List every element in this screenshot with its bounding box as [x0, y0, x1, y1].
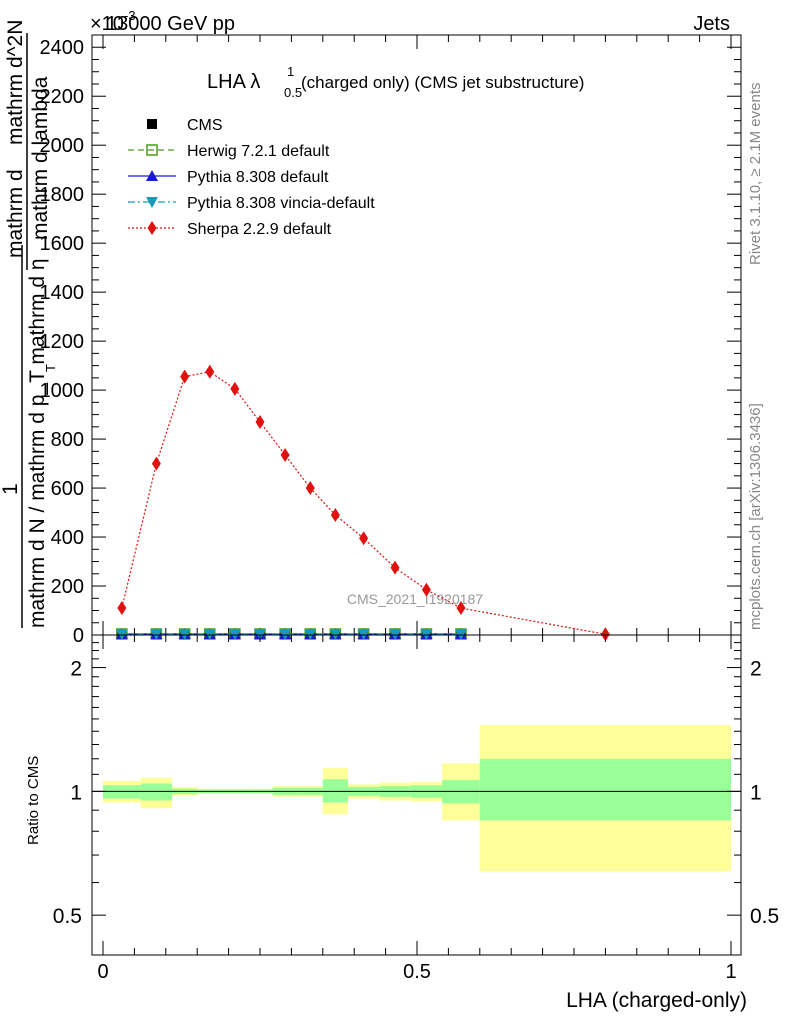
- data-point-sherpa-2-2-9-default: [600, 627, 610, 642]
- legend-marker: [146, 197, 158, 208]
- legend-entry-sherpa-2-2-9-default: Sherpa 2.2.9 default: [128, 221, 332, 238]
- ratio-bands-layer: [103, 724, 731, 872]
- main-y-tick-label: 2000: [40, 135, 85, 157]
- x-tick-label: 1: [725, 961, 736, 983]
- data-point-sherpa-2-2-9-default: [151, 456, 161, 471]
- data-point-sherpa-2-2-9-default: [330, 508, 340, 522]
- legend-marker: [147, 221, 157, 235]
- chart-title-suffix: (charged only) (CMS jet substructure): [301, 73, 584, 92]
- y-label-extra-bottom: mathrm d^2N: [4, 20, 27, 145]
- ratio-y-tick-label-right: 0.5: [750, 905, 779, 928]
- exponent-label: ×10: [90, 13, 124, 35]
- legend-label: CMS: [187, 117, 223, 134]
- legend-label: Pythia 8.308 vincia-default: [187, 195, 375, 212]
- x-axis-label: LHA (charged-only): [566, 989, 747, 1012]
- chart-title-sub: 0.5: [284, 85, 302, 100]
- main-y-label: mathrm d mathrm d^2N mathrm d lambda T 1…: [0, 20, 58, 628]
- data-point-sherpa-2-2-9-default: [255, 414, 265, 429]
- legend-entry-pythia-8-308-default: Pythia 8.308 default: [128, 169, 329, 186]
- data-point-sherpa-2-2-9-default: [359, 531, 369, 546]
- y-label-extra-sub: T: [43, 364, 58, 372]
- legend-marker: [147, 119, 157, 129]
- data-point-sherpa-2-2-9-default: [180, 369, 190, 384]
- y-label-denominator: mathrm d N / mathrm d p_T mathrm d η: [26, 258, 49, 628]
- series-sherpa-2-2-9-default: [117, 364, 610, 642]
- legend-label: Pythia 8.308 default: [187, 169, 329, 186]
- y-label-extra-middle: mathrm d lambda: [29, 76, 52, 240]
- data-point-sherpa-2-2-9-default: [390, 560, 400, 575]
- ratio-y-tick-label: 2: [70, 658, 82, 681]
- ratio-y-tick-label-right: 2: [750, 658, 762, 681]
- main-y-tick-label: 0: [73, 625, 84, 647]
- energy-label: 13000 GeV pp: [106, 13, 235, 35]
- main-y-tick-label: 1200: [40, 331, 85, 353]
- chart-title: LHA λ 1 0.5 (charged only) (CMS jet subs…: [207, 64, 584, 100]
- main-y-ticks: 0 200 400 600 800 1000 1200 1400 1600 1800 2000 220…: [40, 37, 741, 647]
- legend-entry-herwig-7-2-1-default: Herwig 7.2.1 default: [128, 143, 330, 160]
- legend-label: Sherpa 2.2.9 default: [187, 221, 332, 238]
- data-point-sherpa-2-2-9-default: [305, 481, 315, 496]
- legend-marker: [146, 144, 158, 156]
- chart-title-sup: 1: [287, 64, 294, 79]
- main-y-tick-label: 600: [51, 478, 84, 500]
- exponent-power: -3: [124, 8, 136, 23]
- data-point-sherpa-2-2-9-default: [205, 364, 215, 379]
- ratio-y-ticks: 0.5 0.5 1 1 2 2: [53, 642, 779, 928]
- ratio-y-label: Ratio to CMS: [25, 756, 42, 845]
- series-line-sherpa-2-2-9-default: [121, 371, 606, 635]
- watermark: CMS_2021_I1920187: [347, 591, 483, 607]
- ratio-x-ticks: 0 0.5 1: [97, 635, 737, 983]
- x-tick-label: 0.5: [403, 961, 431, 983]
- ratio-inner-band-bin: [103, 785, 141, 799]
- data-point-sherpa-2-2-9-default: [230, 381, 240, 396]
- main-y-tick-label: 1600: [40, 233, 85, 255]
- main-plot: 0 200 400 600 800 1000 1200 1400 1600 1800 2000 220…: [40, 34, 742, 647]
- mcplots-label: mcplots.cern.ch [arXiv:1306.3436]: [747, 403, 764, 630]
- data-point-sherpa-2-2-9-default: [421, 582, 431, 597]
- legend-label: Herwig 7.2.1 default: [187, 143, 330, 160]
- main-y-tick-label: 1800: [40, 184, 85, 206]
- main-y-tick-label: 400: [51, 527, 84, 549]
- y-label-numerator: 1: [0, 483, 22, 495]
- main-y-tick-label: 200: [51, 576, 84, 598]
- rivet-label: Rivet 3.1.10, ≥ 2.1M events: [747, 83, 764, 266]
- main-series-layer: [115, 364, 610, 642]
- data-point-sherpa-2-2-9-default: [117, 601, 127, 616]
- legend-entry-pythia-8-308-vincia-default: Pythia 8.308 vincia-default: [128, 195, 375, 212]
- x-tick-label: 0: [97, 961, 108, 983]
- data-point-sherpa-2-2-9-default: [456, 601, 466, 616]
- main-y-tick-label: 2200: [40, 86, 85, 108]
- ratio-inner-band-bin: [479, 758, 731, 821]
- ratio-y-tick-label-right: 1: [750, 781, 762, 804]
- y-label-extra-top: mathrm d: [4, 169, 27, 258]
- main-y-tick-label: 1400: [40, 282, 85, 304]
- main-y-tick-label: 2400: [40, 37, 85, 59]
- chart-title-prefix: LHA λ: [207, 71, 260, 93]
- ratio-inner-band-bin: [140, 783, 173, 801]
- main-y-tick-label: 1000: [40, 380, 85, 402]
- ratio-inner-band-bin: [322, 779, 348, 803]
- legend-marker: [146, 170, 158, 181]
- legend-entry-cms: CMS: [147, 117, 223, 134]
- ratio-plot: 0.5 0.51 12 2 0 0.5 1 Ratio to CMS LHA (charg…: [25, 634, 779, 1012]
- data-point-sherpa-2-2-9-default: [280, 448, 290, 462]
- process-label: Jets: [693, 13, 730, 35]
- ratio-y-tick-label: 0.5: [53, 905, 82, 928]
- main-y-tick-label: 800: [51, 429, 84, 451]
- ratio-y-tick-label: 1: [70, 781, 82, 804]
- legend: CMS Herwig 7.2.1 default Pythia 8.308 defa…: [128, 117, 375, 238]
